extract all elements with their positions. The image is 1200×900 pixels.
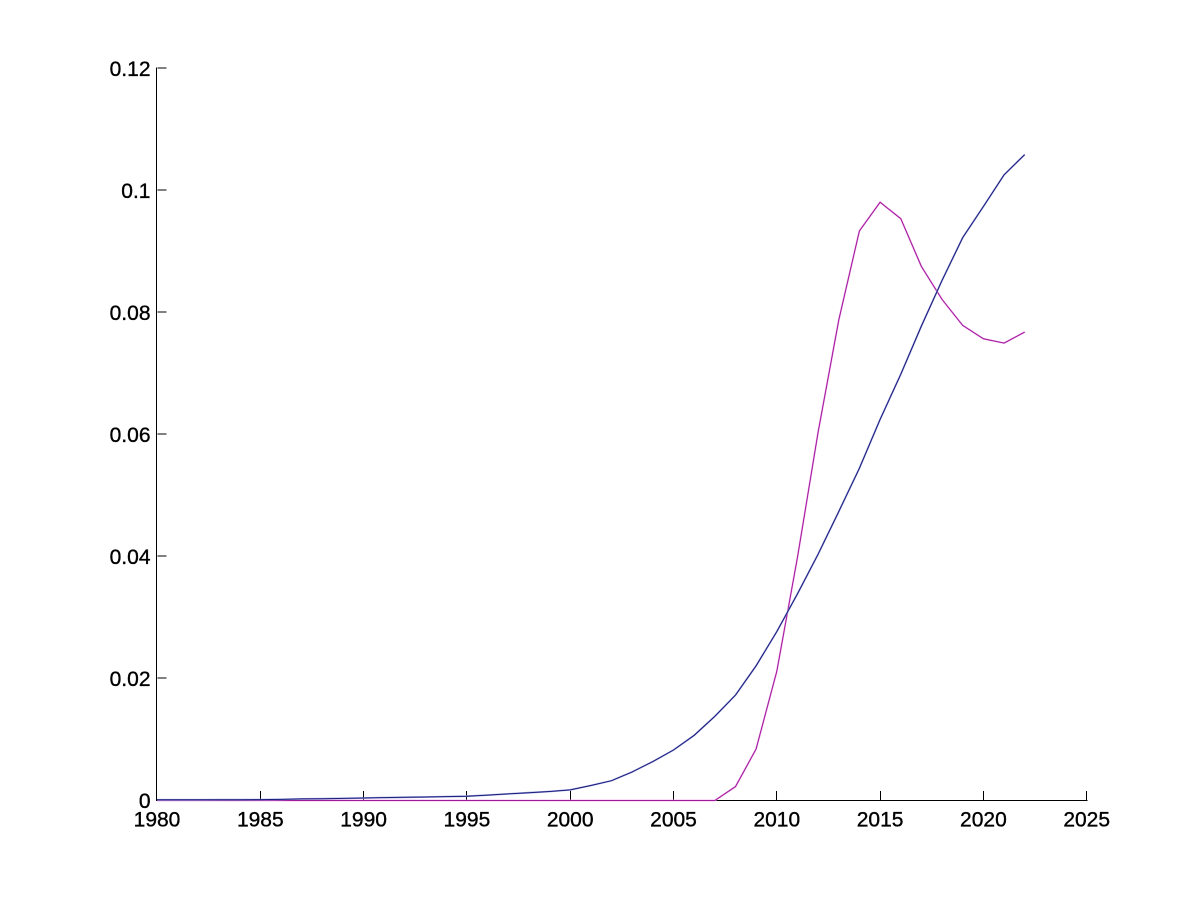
svg-text:1995: 1995 [444,809,491,832]
svg-text:0: 0 [139,790,151,813]
svg-text:2010: 2010 [753,809,800,832]
svg-text:2000: 2000 [547,809,594,832]
svg-text:1985: 1985 [237,809,284,832]
svg-text:0.06: 0.06 [110,424,151,447]
svg-text:2020: 2020 [960,809,1007,832]
svg-text:0.08: 0.08 [110,302,151,325]
svg-text:2005: 2005 [650,809,697,832]
svg-text:0.02: 0.02 [110,668,151,691]
svg-text:2025: 2025 [1063,809,1110,832]
svg-text:0.12: 0.12 [110,58,151,81]
svg-text:0.04: 0.04 [110,546,151,569]
svg-text:1980: 1980 [134,809,181,832]
svg-text:2015: 2015 [857,809,904,832]
svg-text:0.1: 0.1 [121,180,150,203]
svg-text:1990: 1990 [340,809,387,832]
